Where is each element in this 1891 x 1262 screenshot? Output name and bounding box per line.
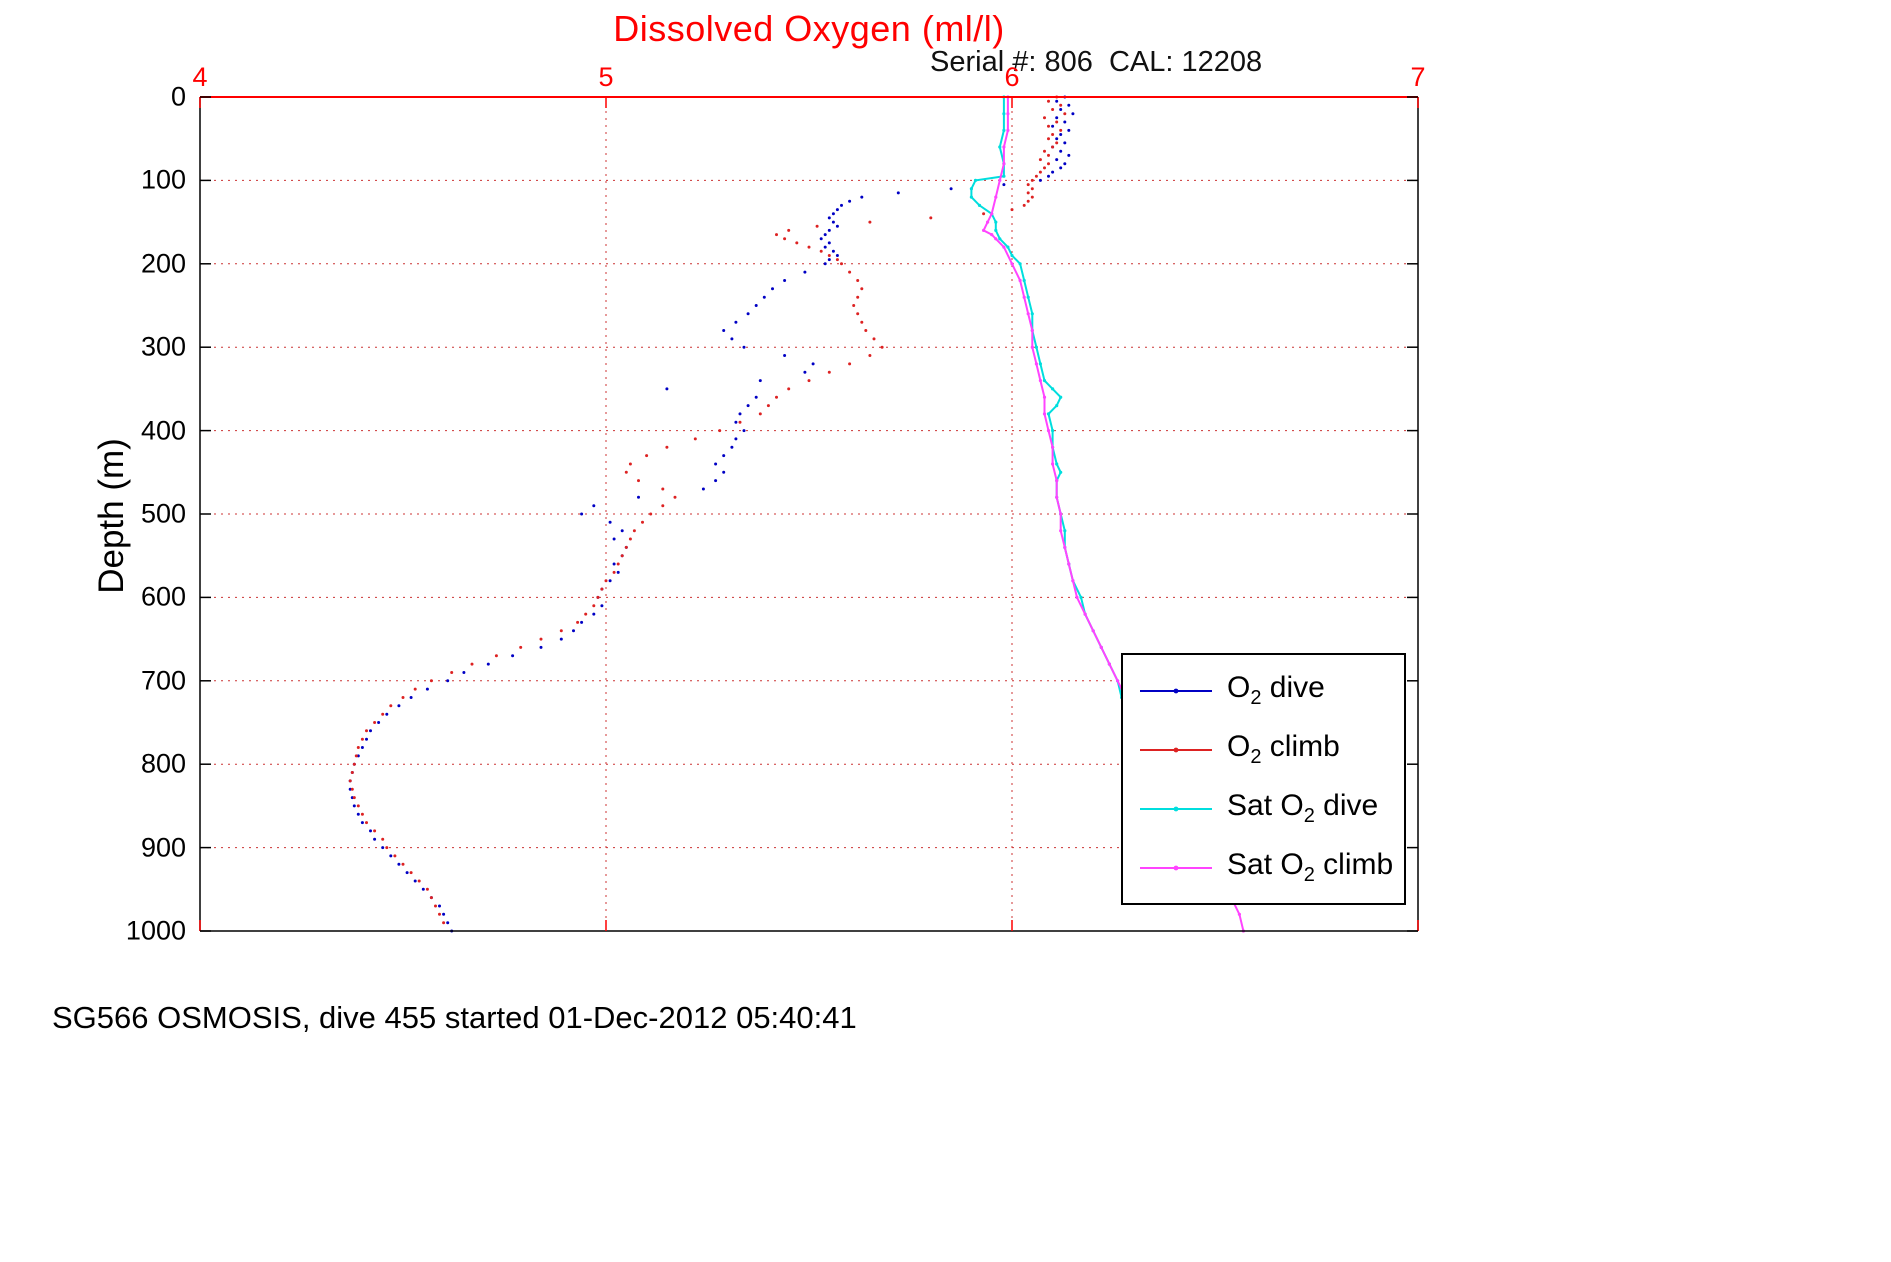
legend-line-sample [1140, 806, 1212, 811]
legend-entry-label: O2 dive [1227, 671, 1325, 709]
series-line-sat-o2-dive [970, 97, 1127, 711]
legend-line-sample [1140, 747, 1212, 752]
x-tick-label: 5 [598, 62, 614, 92]
chart-title: Dissolved Oxygen (ml/l) [613, 8, 1005, 49]
serial-cal-annotation: Serial #: 806 CAL: 12208 [930, 46, 1263, 78]
y-tick-label: 1000 [125, 915, 186, 946]
legend-entry-o2-climb: O2 climb [1137, 730, 1404, 769]
y-tick-label: 400 [140, 415, 186, 446]
legend-entry-o2-dive: O2 dive [1137, 671, 1404, 710]
legend-entry-sat-o2-dive: Sat O2 dive [1137, 789, 1404, 828]
y-tick-label: 200 [140, 248, 186, 279]
y-tick-label: 800 [140, 748, 186, 779]
legend-entry-label: Sat O2 climb [1227, 848, 1394, 886]
series-o2-climb [348, 95, 1067, 925]
series-sat-o2-dive [969, 95, 1128, 712]
y-tick-label: 100 [140, 164, 186, 195]
x-tick-label: 7 [1410, 62, 1426, 92]
x-tick-label: 4 [192, 62, 208, 92]
y-tick-label: 700 [140, 665, 186, 696]
y-tick-label: 0 [170, 81, 186, 112]
legend-entry-label: Sat O2 dive [1227, 789, 1379, 827]
y-tick-label: 600 [140, 581, 186, 612]
y-tick-label: 500 [140, 498, 186, 529]
footer-caption: SG566 OSMOSIS, dive 455 started 01-Dec-2… [52, 1000, 857, 1035]
legend-entry-sat-o2-climb: Sat O2 climb [1137, 848, 1404, 887]
legend-entry-label: O2 climb [1227, 730, 1340, 768]
legend-line-sample [1140, 865, 1212, 870]
legend-line-sample [1140, 688, 1212, 693]
x-tick-label: 6 [1004, 62, 1020, 92]
legend: O2 dive O2 climb Sat O2 dive Sat O2 climb [1121, 653, 1406, 905]
y-tick-label: 900 [140, 832, 186, 863]
y-tick-label: 300 [140, 331, 186, 362]
